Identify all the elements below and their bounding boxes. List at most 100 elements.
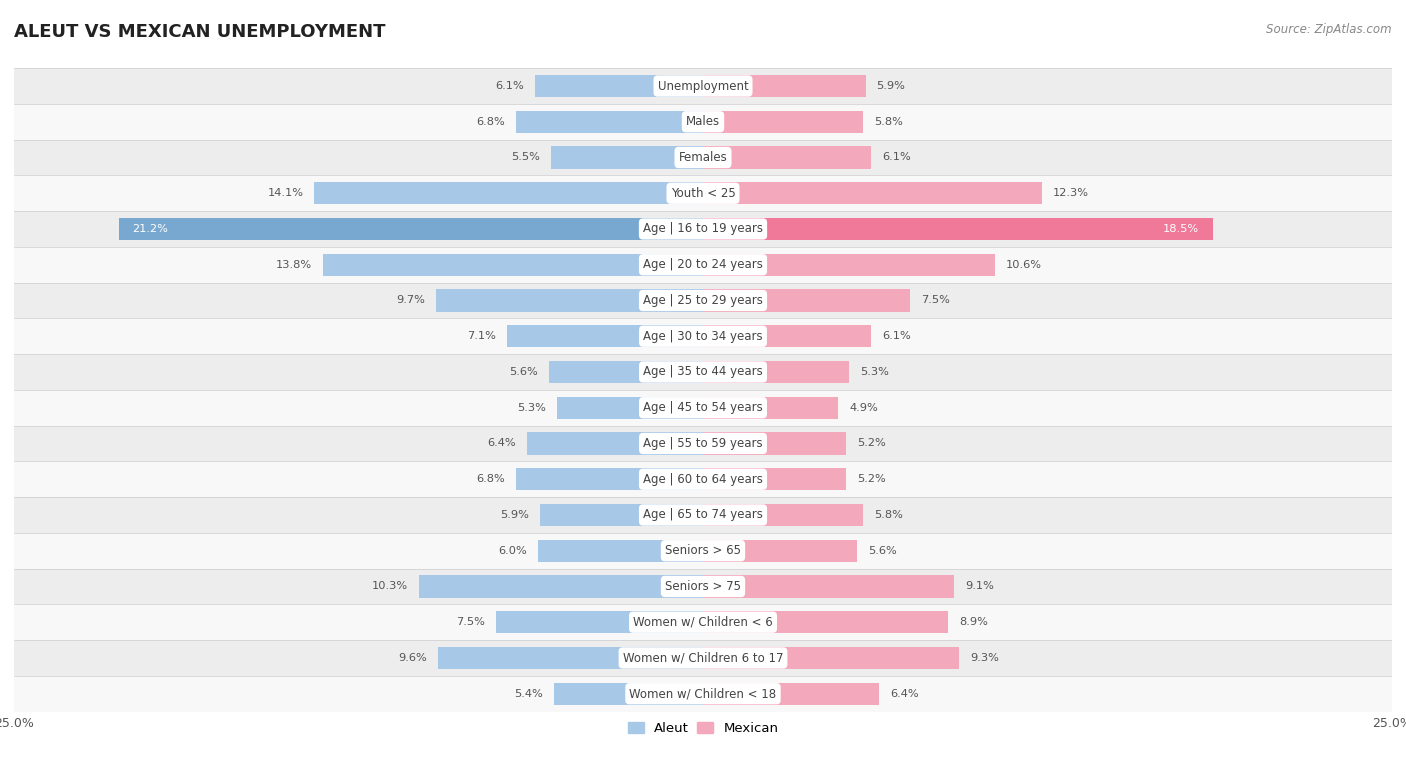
Bar bbox=[14, 461, 1392, 497]
Bar bbox=[118, 218, 703, 240]
Text: Women w/ Children < 6: Women w/ Children < 6 bbox=[633, 615, 773, 629]
Text: Source: ZipAtlas.com: Source: ZipAtlas.com bbox=[1267, 23, 1392, 36]
Bar bbox=[14, 676, 1392, 712]
Text: 6.0%: 6.0% bbox=[498, 546, 527, 556]
Text: 5.2%: 5.2% bbox=[858, 438, 886, 448]
Text: 7.5%: 7.5% bbox=[921, 295, 949, 306]
Text: Males: Males bbox=[686, 115, 720, 128]
Bar bbox=[439, 647, 703, 669]
Text: 5.8%: 5.8% bbox=[875, 510, 903, 520]
Text: 6.4%: 6.4% bbox=[486, 438, 516, 448]
Bar bbox=[14, 68, 1392, 104]
Bar bbox=[496, 611, 703, 634]
Bar bbox=[14, 319, 1392, 354]
Text: Seniors > 75: Seniors > 75 bbox=[665, 580, 741, 593]
Text: Age | 35 to 44 years: Age | 35 to 44 years bbox=[643, 366, 763, 378]
Text: 6.4%: 6.4% bbox=[890, 689, 920, 699]
Text: 5.4%: 5.4% bbox=[515, 689, 543, 699]
Text: 4.9%: 4.9% bbox=[849, 403, 877, 413]
Text: 5.3%: 5.3% bbox=[517, 403, 546, 413]
Bar bbox=[703, 146, 872, 169]
Bar bbox=[14, 282, 1392, 319]
Bar bbox=[315, 182, 703, 204]
Bar bbox=[703, 326, 872, 347]
Bar bbox=[14, 211, 1392, 247]
Text: 6.8%: 6.8% bbox=[475, 117, 505, 126]
Text: Females: Females bbox=[679, 151, 727, 164]
Text: 14.1%: 14.1% bbox=[267, 188, 304, 198]
Text: 7.1%: 7.1% bbox=[467, 332, 496, 341]
Bar bbox=[14, 176, 1392, 211]
Bar bbox=[516, 111, 703, 132]
Text: 9.1%: 9.1% bbox=[965, 581, 994, 591]
Bar bbox=[703, 504, 863, 526]
Text: 12.3%: 12.3% bbox=[1053, 188, 1090, 198]
Text: 7.5%: 7.5% bbox=[457, 617, 485, 628]
Bar bbox=[554, 683, 703, 705]
Text: 9.7%: 9.7% bbox=[396, 295, 425, 306]
Text: 5.9%: 5.9% bbox=[501, 510, 530, 520]
Bar bbox=[703, 254, 995, 276]
Bar bbox=[703, 289, 910, 312]
Bar bbox=[516, 468, 703, 491]
Text: 5.2%: 5.2% bbox=[858, 474, 886, 484]
Text: 10.6%: 10.6% bbox=[1007, 260, 1042, 269]
Bar bbox=[14, 533, 1392, 569]
Bar bbox=[14, 569, 1392, 604]
Bar bbox=[548, 361, 703, 383]
Text: Women w/ Children < 18: Women w/ Children < 18 bbox=[630, 687, 776, 700]
Text: Age | 65 to 74 years: Age | 65 to 74 years bbox=[643, 509, 763, 522]
Bar bbox=[703, 397, 838, 419]
Bar bbox=[703, 361, 849, 383]
Text: Age | 20 to 24 years: Age | 20 to 24 years bbox=[643, 258, 763, 271]
Bar bbox=[508, 326, 703, 347]
Text: Women w/ Children 6 to 17: Women w/ Children 6 to 17 bbox=[623, 652, 783, 665]
Bar bbox=[703, 647, 959, 669]
Bar bbox=[703, 468, 846, 491]
Bar bbox=[14, 497, 1392, 533]
Text: 5.5%: 5.5% bbox=[512, 152, 540, 163]
Text: ALEUT VS MEXICAN UNEMPLOYMENT: ALEUT VS MEXICAN UNEMPLOYMENT bbox=[14, 23, 385, 41]
Text: Age | 16 to 19 years: Age | 16 to 19 years bbox=[643, 223, 763, 235]
Text: 10.3%: 10.3% bbox=[373, 581, 408, 591]
Text: Age | 45 to 54 years: Age | 45 to 54 years bbox=[643, 401, 763, 414]
Text: Age | 25 to 29 years: Age | 25 to 29 years bbox=[643, 294, 763, 307]
Text: 5.8%: 5.8% bbox=[875, 117, 903, 126]
Bar bbox=[703, 111, 863, 132]
Text: Unemployment: Unemployment bbox=[658, 79, 748, 92]
Text: Age | 60 to 64 years: Age | 60 to 64 years bbox=[643, 472, 763, 486]
Bar bbox=[703, 182, 1042, 204]
Bar bbox=[703, 540, 858, 562]
Bar bbox=[703, 432, 846, 454]
Text: Age | 30 to 34 years: Age | 30 to 34 years bbox=[643, 330, 763, 343]
Bar bbox=[540, 504, 703, 526]
Text: 5.9%: 5.9% bbox=[876, 81, 905, 91]
Text: 6.1%: 6.1% bbox=[495, 81, 524, 91]
Text: 21.2%: 21.2% bbox=[132, 224, 169, 234]
Text: 9.3%: 9.3% bbox=[970, 653, 1000, 663]
Bar bbox=[419, 575, 703, 597]
Bar bbox=[703, 218, 1213, 240]
Bar bbox=[551, 146, 703, 169]
Text: 8.9%: 8.9% bbox=[959, 617, 988, 628]
Bar bbox=[703, 683, 879, 705]
Bar bbox=[527, 432, 703, 454]
Bar bbox=[14, 354, 1392, 390]
Bar bbox=[703, 611, 948, 634]
Text: Seniors > 65: Seniors > 65 bbox=[665, 544, 741, 557]
Text: 6.1%: 6.1% bbox=[882, 152, 911, 163]
Bar bbox=[14, 640, 1392, 676]
Bar bbox=[557, 397, 703, 419]
Text: 5.3%: 5.3% bbox=[860, 367, 889, 377]
Text: Age | 55 to 59 years: Age | 55 to 59 years bbox=[643, 437, 763, 450]
Bar bbox=[703, 575, 953, 597]
Text: 6.1%: 6.1% bbox=[882, 332, 911, 341]
Text: Youth < 25: Youth < 25 bbox=[671, 187, 735, 200]
Bar bbox=[323, 254, 703, 276]
Text: 5.6%: 5.6% bbox=[869, 546, 897, 556]
Bar bbox=[14, 604, 1392, 640]
Text: 5.6%: 5.6% bbox=[509, 367, 537, 377]
Bar bbox=[537, 540, 703, 562]
Legend: Aleut, Mexican: Aleut, Mexican bbox=[623, 717, 783, 740]
Text: 18.5%: 18.5% bbox=[1163, 224, 1199, 234]
